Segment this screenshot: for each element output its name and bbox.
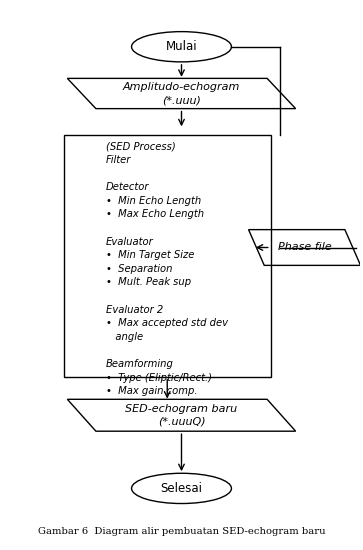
Text: Amplitudo-echogram
(*.uuu): Amplitudo-echogram (*.uuu) (123, 82, 240, 105)
Text: Selesai: Selesai (160, 482, 203, 495)
Text: Gambar 6  Diagram alir pembuatan SED-echogram baru: Gambar 6 Diagram alir pembuatan SED-echo… (38, 527, 325, 536)
Text: Mulai: Mulai (166, 40, 197, 53)
Text: (SED Process)
Filter

Detector
•  Min Echo Length
•  Max Echo Length

Evaluator
: (SED Process) Filter Detector • Min Echo… (106, 141, 228, 396)
Text: Phase file: Phase file (278, 243, 331, 252)
Text: SED-echogram baru
(*.uuuQ): SED-echogram baru (*.uuuQ) (126, 404, 237, 427)
